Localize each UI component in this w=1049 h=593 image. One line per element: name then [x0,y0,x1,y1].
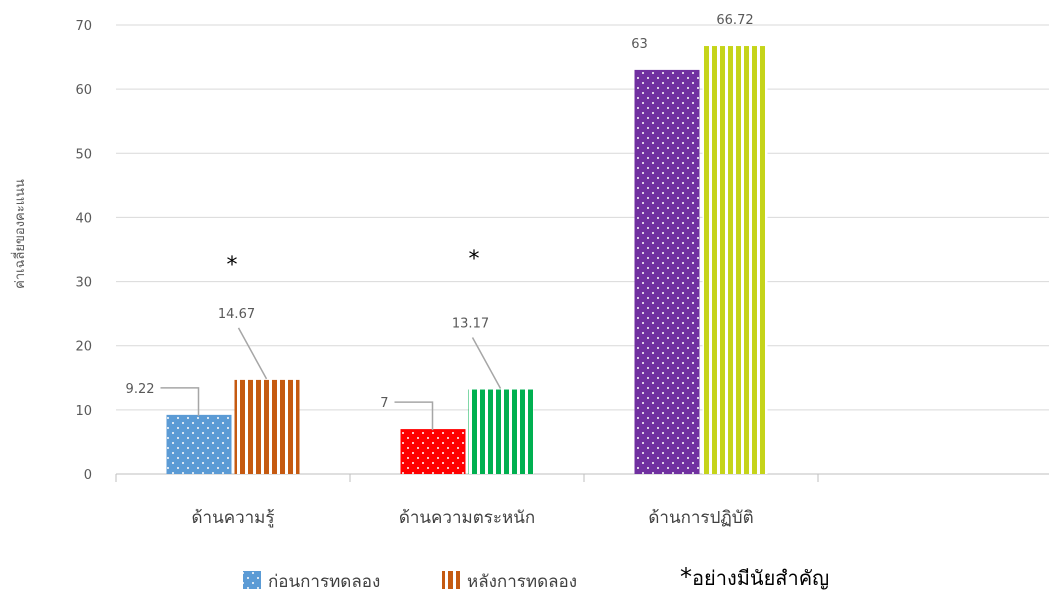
y-tick-label: 70 [75,19,92,34]
y-tick-label: 60 [75,83,92,98]
data-label-after: 14.67 [218,307,255,322]
category-label: ด้านการปฏิบัติ [648,508,753,528]
significance-note-text: อย่างมีนัยสำคัญ [692,566,829,590]
leader-line-before [160,387,200,416]
y-axis-ticks: 0 10 20 30 40 50 60 70 [75,19,92,483]
significance-note: *อย่างมีนัยสำคัญ [680,563,829,591]
y-tick-label: 40 [75,211,92,226]
leader-line-after [237,327,268,380]
data-label-before: 9.22 [126,382,155,397]
data-label-before: 7 [380,396,388,411]
data-label-after: 66.72 [716,13,753,28]
x-axis: ด้านความรู้ ด้านความตระหนัก ด้านการปฏิบัติ [115,473,1049,528]
data-labels: 9.22 14.67 7 13.17 63 66.72 [126,13,754,431]
significance-asterisk: * [227,253,238,278]
significance-markers: * * [227,247,480,278]
y-tick-label: 0 [84,468,92,483]
leader-line-after [471,337,502,389]
y-tick-label: 20 [75,340,92,355]
legend-label-before: ก่อนการทดลอง [268,572,380,592]
data-label-after: 13.17 [452,317,489,332]
legend-swatch-after [442,571,460,589]
legend-label-after: หลังการทดลอง [467,572,577,592]
leader-line-before [394,401,434,431]
bar-before [634,69,700,475]
significance-note-asterisk: * [680,563,692,591]
y-axis-label: ค่าเฉลี่ยของคะแนน [11,179,28,289]
bar-after [468,389,534,474]
gridlines [116,24,1049,411]
bar-after [234,379,300,474]
data-label-before: 63 [631,37,648,52]
bars [166,46,768,475]
legend: ก่อนการทดลอง หลังการทดลอง [243,571,577,592]
bar-before [400,429,466,474]
significance-asterisk: * [469,247,480,272]
category-label: ด้านความรู้ [191,508,274,528]
bar-after [702,46,768,475]
category-label: ด้านความตระหนัก [399,508,535,528]
bar-before [166,414,232,474]
y-tick-label: 30 [75,276,92,291]
legend-swatch-before [243,571,261,589]
y-tick-label: 50 [75,147,92,162]
y-tick-label: 10 [75,404,92,419]
